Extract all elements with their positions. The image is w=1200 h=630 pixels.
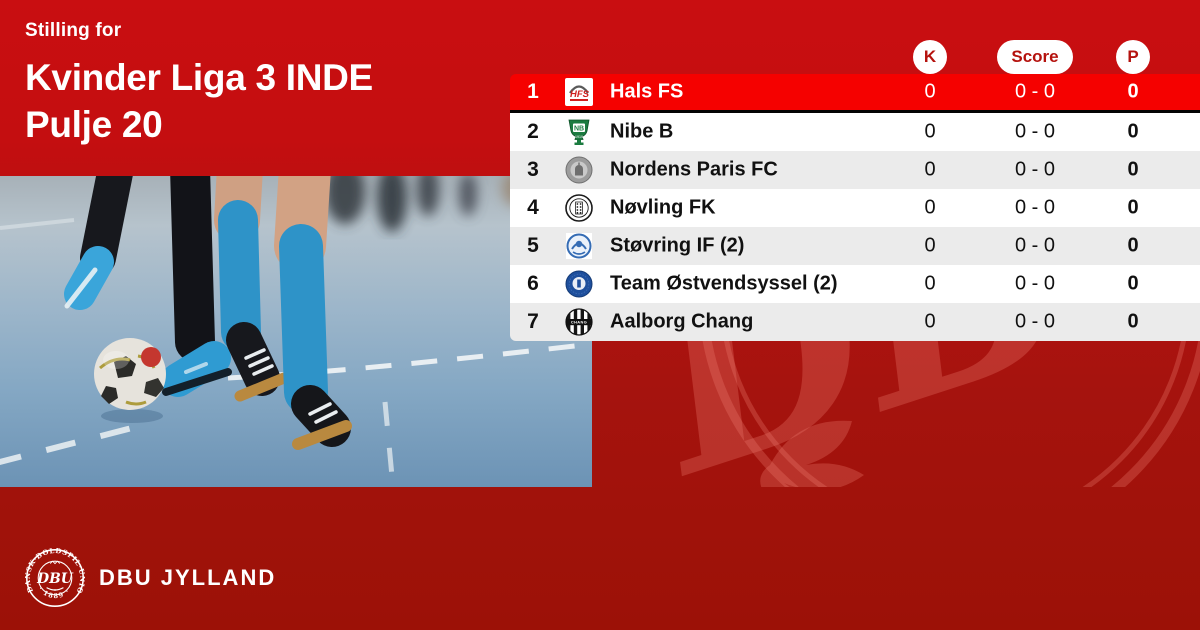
table-row: 1 HFS Hals FS 0 0 - 0 0 [510, 74, 1200, 113]
matches-value: 0 [924, 310, 936, 333]
score-value: 0 - 0 [1014, 196, 1056, 219]
dbu-seal-icon: DANSK·BOLDSPIL·UNION · 1889 · DBU [25, 548, 85, 607]
points-value: 0 [1127, 158, 1139, 181]
score-value: 0 - 0 [1014, 310, 1056, 333]
score-value: 0 - 0 [1014, 80, 1056, 103]
points-value: 0 [1127, 120, 1139, 143]
futsal-photo [0, 176, 592, 487]
column-header-score: Score [997, 40, 1073, 74]
title-line-pool: Pulje 20 [25, 104, 163, 145]
title-block: Stilling for Kvinder Liga 3 INDE Pulje 2… [25, 20, 373, 148]
standings-header: K Score P [510, 40, 1200, 74]
hals-fs-logo-icon: HFS [565, 78, 593, 106]
stovring-if-logo-icon [565, 232, 593, 260]
svg-text:HFS: HFS [570, 89, 590, 100]
standings-table: K Score P 1 HFS Hals FS 0 0 - 0 0 2 [510, 40, 1200, 341]
column-header-p: P [1116, 40, 1150, 74]
table-row: 6 Team Østvendsyssel (2) 0 0 - 0 0 [510, 265, 1200, 303]
nordens-paris-fc-logo-icon [565, 156, 593, 184]
team-name: Nøvling FK [610, 196, 716, 219]
rank: 5 [527, 234, 539, 257]
team-name: Aalborg Chang [610, 310, 754, 333]
points-value: 0 [1127, 196, 1139, 219]
matches-value: 0 [924, 80, 936, 103]
rank: 3 [527, 158, 539, 181]
title-kicker: Stilling for [25, 20, 122, 41]
dbu-crest-watermark: DANSK·BOLDSPIL-UNION·1889· DBU [592, 341, 1200, 487]
matches-value: 0 [924, 234, 936, 257]
points-value: 0 [1127, 234, 1139, 257]
nibe-b-logo-icon: NB 1919 [565, 118, 593, 146]
table-row: 5 Støvring IF (2) 0 0 - 0 0 [510, 227, 1200, 265]
matches-value: 0 [924, 120, 936, 143]
novling-fk-logo-icon [565, 194, 593, 222]
svg-text:1919: 1919 [575, 135, 583, 139]
score-value: 0 - 0 [1014, 120, 1056, 143]
team-name: Nordens Paris FC [610, 158, 778, 181]
brand-name: DBU JYLLAND [99, 565, 277, 590]
rank: 4 [527, 196, 539, 219]
player-right-legs [214, 176, 352, 450]
svg-text:· 1889 ·: · 1889 · [37, 585, 72, 600]
dbu-crest-watermark-icon: DANSK·BOLDSPIL-UNION·1889· DBU [592, 341, 1200, 487]
svg-text:DBU: DBU [36, 571, 74, 587]
team-name: Hals FS [610, 80, 684, 103]
court-dashed-line-corner [0, 425, 133, 466]
futsal-ball [94, 338, 166, 423]
matches-value: 0 [924, 158, 936, 181]
futsal-photo-illustration [0, 176, 592, 487]
score-value: 0 - 0 [1014, 158, 1056, 181]
rank: 1 [527, 80, 539, 103]
page-title: Kvinder Liga 3 INDE Pulje 20 [25, 54, 373, 148]
table-row: 7 CHANG Aalborg Chang [510, 303, 1200, 341]
points-value: 0 [1127, 272, 1139, 295]
aalborg-chang-logo-icon: CHANG [565, 308, 593, 336]
team-name: Støvring IF (2) [610, 234, 745, 257]
court-dashed-line-vertical [382, 401, 396, 487]
team-ostvendsyssel-logo-icon [565, 270, 593, 298]
team-name: Team Østvendsyssel (2) [610, 272, 838, 295]
table-row: 3 Nordens Paris FC 0 0 - 0 0 [510, 151, 1200, 189]
svg-text:NB: NB [574, 125, 584, 132]
svg-text:CHANG: CHANG [571, 320, 587, 325]
matches-value: 0 [924, 196, 936, 219]
player-left-legs [64, 176, 232, 397]
score-value: 0 - 0 [1014, 272, 1056, 295]
rank: 2 [527, 120, 539, 143]
rank: 7 [527, 310, 539, 333]
team-name: Nibe B [610, 120, 674, 143]
matches-value: 0 [924, 272, 936, 295]
court-line-faint [0, 218, 75, 230]
points-value: 0 [1127, 310, 1139, 333]
table-row: 2 NB 1919 Nibe B 0 0 - 0 0 [510, 113, 1200, 151]
footer: DANSK·BOLDSPIL·UNION · 1889 · DBU DBU JY… [25, 548, 276, 608]
table-row: 4 Nøvling FK 0 0 - 0 0 [510, 189, 1200, 227]
score-value: 0 - 0 [1014, 234, 1056, 257]
column-header-k: K [913, 40, 947, 74]
rank: 6 [527, 272, 539, 295]
title-line-competition: Kvinder Liga 3 INDE [25, 57, 373, 98]
points-value: 0 [1127, 80, 1139, 103]
